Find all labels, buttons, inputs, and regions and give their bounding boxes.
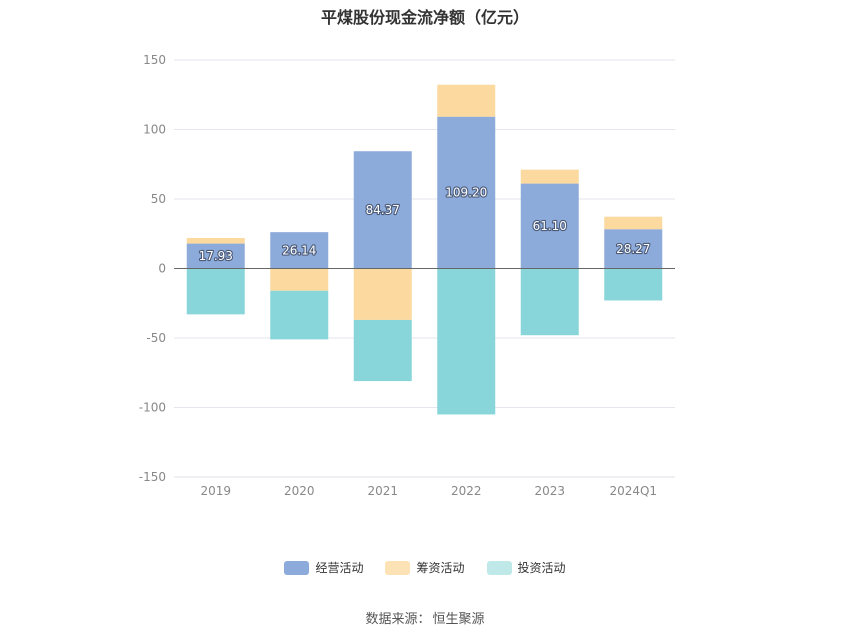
bar-investing (270, 290, 329, 340)
legend-swatch-investing (486, 560, 512, 575)
legend-label-investing: 投资活动 (517, 561, 566, 575)
data-label: 28.27 (616, 242, 650, 256)
y-tick-label: 150 (143, 53, 166, 67)
bar-investing (520, 268, 579, 336)
data-label: 61.10 (533, 219, 567, 233)
y-tick-label: -50 (146, 331, 166, 345)
data-label: 26.14 (282, 243, 316, 257)
y-tick-label: -100 (139, 401, 166, 415)
x-tick-label: 2021 (367, 484, 398, 498)
legend-swatch-financing (385, 560, 411, 575)
bar-financing (437, 84, 496, 117)
data-source: 数据来源： 恒生聚源 (0, 608, 850, 627)
x-tick-label: 2020 (284, 484, 315, 498)
y-tick-label: 50 (151, 192, 166, 206)
data-label: 84.37 (366, 203, 400, 217)
bar-investing (604, 268, 663, 301)
y-tick-label: -150 (139, 470, 166, 484)
bar-operating (186, 243, 245, 269)
x-tick-label: 2019 (200, 484, 231, 498)
data-label: 17.93 (199, 249, 233, 263)
bar-financing (186, 238, 245, 244)
bar-financing (520, 169, 579, 184)
bar-investing (186, 268, 245, 315)
bar-operating (437, 116, 496, 269)
legend-label-financing: 筹资活动 (416, 561, 465, 575)
bar-financing (604, 216, 663, 230)
data-source-value: 恒生聚源 (432, 612, 485, 627)
chart-legend: 经营活动 筹资活动 投资活动 (0, 559, 850, 576)
x-tick-label: 2023 (534, 484, 565, 498)
bar-investing (437, 268, 496, 415)
bar-financing (270, 268, 329, 291)
bar-operating (270, 232, 329, 269)
legend-item-financing[interactable]: 筹资活动 (385, 559, 465, 576)
bar-operating (604, 229, 663, 269)
legend-item-operating[interactable]: 经营活动 (284, 559, 363, 576)
data-label: 109.20 (445, 186, 487, 200)
x-tick-label: 2022 (451, 484, 482, 498)
bar-operating (353, 151, 412, 269)
x-tick-label: 2024Q1 (609, 484, 657, 498)
data-source-label: 数据来源： (365, 612, 431, 627)
legend-label-operating: 经营活动 (315, 561, 364, 575)
bar-chart: 150 100 50 0 -50 -100 -150 2019 2020 2021 2022 2023… (139, 53, 675, 498)
chart-title: 平煤股份现金流净额（亿元） (320, 8, 529, 27)
legend-item-investing[interactable]: 投资活动 (486, 559, 566, 576)
bar-financing (353, 268, 412, 320)
y-tick-label: 100 (143, 123, 166, 137)
bar-operating (520, 183, 579, 269)
y-tick-label: 0 (158, 262, 166, 276)
legend-swatch-operating (284, 560, 310, 575)
bar-investing (353, 319, 412, 382)
